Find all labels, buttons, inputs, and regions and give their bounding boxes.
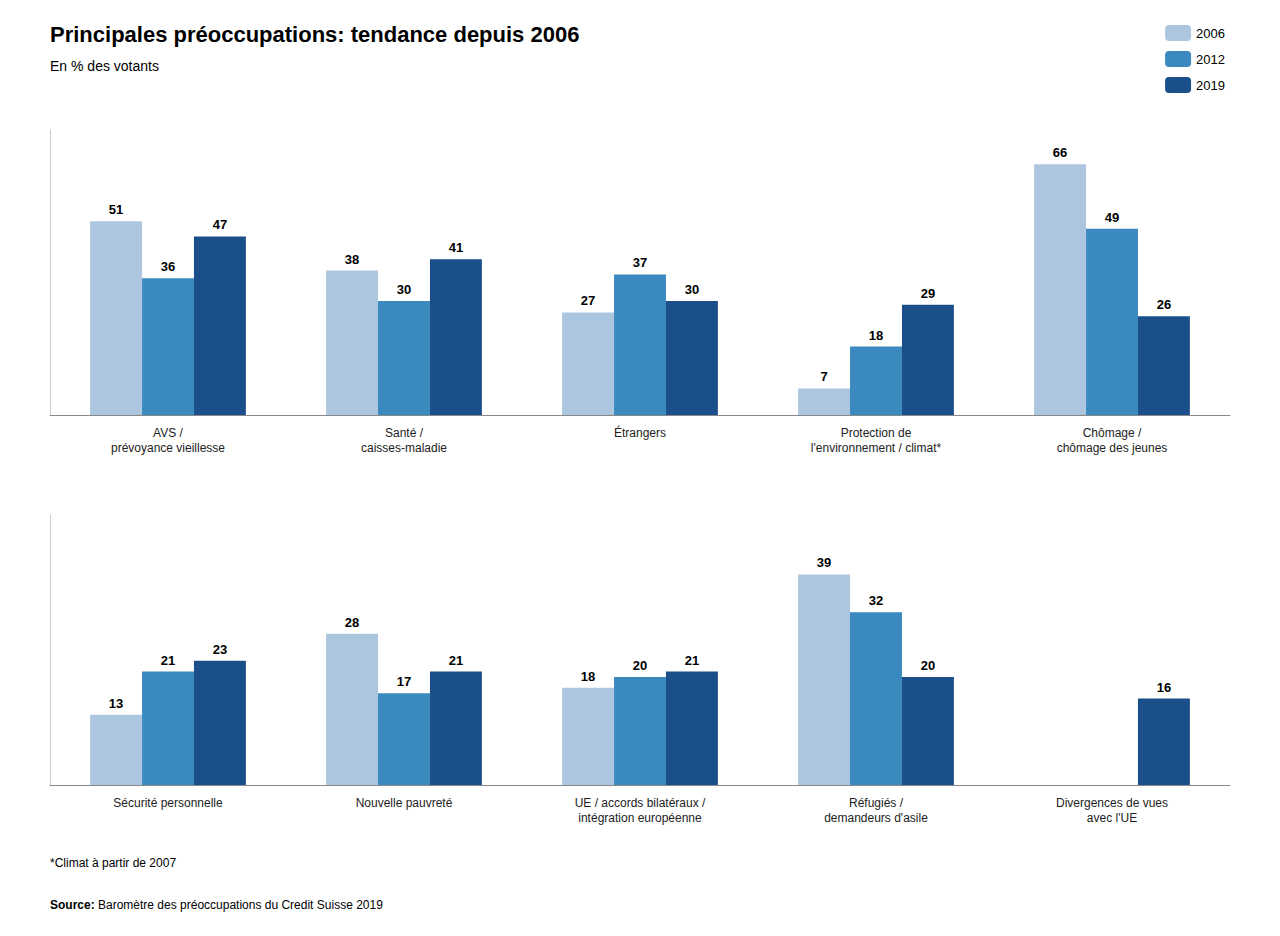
svg-text:27: 27 bbox=[581, 293, 595, 308]
svg-text:21: 21 bbox=[161, 653, 175, 668]
svg-text:Sécurité personnelle: Sécurité personnelle bbox=[113, 796, 223, 810]
svg-text:30: 30 bbox=[397, 282, 411, 297]
svg-text:2012: 2012 bbox=[1196, 52, 1225, 67]
svg-text:2006: 2006 bbox=[1196, 26, 1225, 41]
svg-text:16: 16 bbox=[1157, 680, 1171, 695]
svg-text:26: 26 bbox=[1157, 297, 1171, 312]
svg-text:38: 38 bbox=[345, 252, 359, 267]
svg-text:UE / accords bilatéraux /: UE / accords bilatéraux / bbox=[575, 796, 706, 810]
svg-text:32: 32 bbox=[869, 593, 883, 608]
svg-text:37: 37 bbox=[633, 255, 647, 270]
svg-text:Baromètre des préoccupations d: Baromètre des préoccupations du Credit S… bbox=[95, 898, 383, 912]
svg-text:demandeurs d'asile: demandeurs d'asile bbox=[824, 811, 928, 825]
svg-text:21: 21 bbox=[449, 653, 463, 668]
svg-text:En % des votants: En % des votants bbox=[50, 58, 159, 74]
svg-text:2019: 2019 bbox=[1196, 78, 1225, 93]
svg-text:Nouvelle pauvreté: Nouvelle pauvreté bbox=[356, 796, 453, 810]
svg-text:*Climat à partir de 2007: *Climat à partir de 2007 bbox=[50, 856, 176, 870]
svg-text:36: 36 bbox=[161, 259, 175, 274]
svg-text:13: 13 bbox=[109, 696, 123, 711]
svg-text:intégration européenne: intégration européenne bbox=[578, 811, 702, 825]
svg-text:28: 28 bbox=[345, 615, 359, 630]
svg-text:21: 21 bbox=[685, 653, 699, 668]
svg-text:23: 23 bbox=[213, 642, 227, 657]
svg-text:30: 30 bbox=[685, 282, 699, 297]
svg-text:66: 66 bbox=[1053, 145, 1067, 160]
svg-text:Étrangers: Étrangers bbox=[614, 425, 666, 440]
svg-text:18: 18 bbox=[869, 328, 883, 343]
svg-text:Source:: Source: bbox=[50, 898, 95, 912]
svg-text:Réfugiés /: Réfugiés / bbox=[849, 796, 904, 810]
svg-text:7: 7 bbox=[820, 369, 827, 384]
svg-text:29: 29 bbox=[921, 286, 935, 301]
svg-text:47: 47 bbox=[213, 217, 227, 232]
svg-text:Principales préoccupations: te: Principales préoccupations: tendance dep… bbox=[50, 22, 579, 47]
svg-text:Chômage /: Chômage / bbox=[1083, 426, 1142, 440]
svg-text:AVS /: AVS / bbox=[153, 426, 183, 440]
svg-text:51: 51 bbox=[109, 202, 123, 217]
svg-text:20: 20 bbox=[921, 658, 935, 673]
svg-text:17: 17 bbox=[397, 674, 411, 689]
svg-text:20: 20 bbox=[633, 658, 647, 673]
svg-text:49: 49 bbox=[1105, 210, 1119, 225]
svg-text:chômage des jeunes: chômage des jeunes bbox=[1057, 441, 1168, 455]
svg-text:Protection de: Protection de bbox=[841, 426, 912, 440]
svg-text:41: 41 bbox=[449, 240, 463, 255]
svg-text:39: 39 bbox=[817, 555, 831, 570]
svg-text:avec l'UE: avec l'UE bbox=[1087, 811, 1137, 825]
svg-text:Divergences de vues: Divergences de vues bbox=[1056, 796, 1168, 810]
svg-text:prévoyance vieillesse: prévoyance vieillesse bbox=[111, 441, 225, 455]
svg-text:Santé /: Santé / bbox=[385, 426, 424, 440]
svg-text:caisses-maladie: caisses-maladie bbox=[361, 441, 447, 455]
svg-text:18: 18 bbox=[581, 669, 595, 684]
svg-text:l'environnement / climat*: l'environnement / climat* bbox=[811, 441, 942, 455]
